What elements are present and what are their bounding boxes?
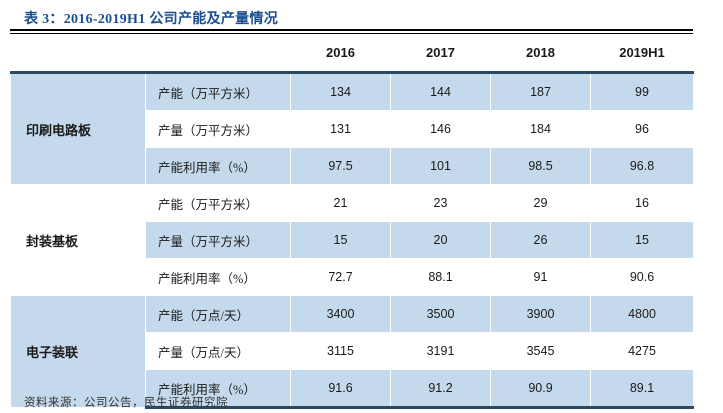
metric-label-cell: 产能（万点/天） bbox=[145, 295, 291, 333]
value-cell: 91.6 bbox=[290, 369, 391, 409]
value-cell: 21 bbox=[290, 184, 391, 222]
value-cell: 20 bbox=[390, 221, 491, 259]
category-cell-assembly: 电子装联 bbox=[10, 295, 146, 408]
value-cell: 16 bbox=[590, 184, 694, 222]
value-cell: 101 bbox=[390, 147, 491, 185]
value-cell: 26 bbox=[490, 221, 591, 259]
header-empty-category bbox=[10, 34, 146, 74]
value-cell: 3191 bbox=[390, 332, 491, 370]
value-cell: 131 bbox=[290, 110, 391, 148]
value-cell: 15 bbox=[290, 221, 391, 259]
table-row: 产量（万平方米） 131 146 184 96 bbox=[11, 110, 694, 148]
table-title: 表 3：2016-2019H1 公司产能及产量情况 bbox=[24, 12, 279, 27]
value-cell: 23 bbox=[390, 184, 491, 222]
value-cell: 144 bbox=[390, 72, 491, 111]
table-row: 产能利用率（%） 97.5 101 98.5 96.8 bbox=[11, 147, 694, 185]
col-header-2019h1: 2019H1 bbox=[590, 34, 694, 74]
col-header-2017: 2017 bbox=[390, 34, 491, 74]
value-cell: 72.7 bbox=[290, 258, 391, 296]
metric-label-cell: 产能利用率（%） bbox=[145, 147, 291, 185]
metric-label-cell: 产量（万平方米） bbox=[145, 110, 291, 148]
col-header-2016: 2016 bbox=[290, 34, 391, 74]
value-cell: 99 bbox=[590, 72, 694, 111]
value-cell: 3115 bbox=[290, 332, 391, 370]
header-empty-metric bbox=[145, 34, 291, 74]
metric-label-cell: 产能（万平方米） bbox=[145, 184, 291, 222]
title-underline-rule bbox=[10, 29, 693, 34]
table-row: 产量（万平方米） 15 20 26 15 bbox=[11, 221, 694, 259]
value-cell: 3500 bbox=[390, 295, 491, 333]
capacity-output-table: 2016 2017 2018 2019H1 印刷电路板 产能（万平方米） 134… bbox=[10, 34, 694, 409]
table-row: 封装基板 产能（万平方米） 21 23 29 16 bbox=[10, 184, 694, 296]
value-cell: 29 bbox=[490, 184, 591, 222]
value-cell: 90.6 bbox=[590, 258, 694, 296]
table-row: 印刷电路板 产能（万平方米） 134 144 187 99 bbox=[10, 72, 694, 185]
value-cell: 3400 bbox=[290, 295, 391, 333]
value-cell: 91.2 bbox=[390, 369, 491, 409]
value-cell: 4275 bbox=[590, 332, 694, 370]
value-cell: 3900 bbox=[490, 295, 591, 333]
source-note: 资料来源：公司公告，民生证券研究院 bbox=[24, 397, 228, 409]
value-cell: 146 bbox=[390, 110, 491, 148]
value-cell: 98.5 bbox=[490, 147, 591, 185]
value-cell: 90.9 bbox=[490, 369, 591, 409]
category-cell-pcb: 印刷电路板 bbox=[10, 72, 146, 185]
value-cell: 134 bbox=[290, 72, 391, 111]
value-cell: 91 bbox=[490, 258, 591, 296]
metric-label-cell: 产能（万平方米） bbox=[145, 72, 291, 111]
metric-label-cell: 产量（万点/天） bbox=[145, 332, 291, 370]
metric-label-cell: 产量（万平方米） bbox=[145, 221, 291, 259]
value-cell: 97.5 bbox=[290, 147, 391, 185]
value-cell: 15 bbox=[590, 221, 694, 259]
value-cell: 96.8 bbox=[590, 147, 694, 185]
table-row: 产能利用率（%） 91.6 91.2 90.9 89.1 bbox=[11, 369, 694, 409]
value-cell: 3545 bbox=[490, 332, 591, 370]
col-header-2018: 2018 bbox=[490, 34, 591, 74]
value-cell: 4800 bbox=[590, 295, 694, 333]
value-cell: 89.1 bbox=[590, 369, 694, 409]
header-row: 2016 2017 2018 2019H1 bbox=[10, 34, 694, 74]
value-cell: 96 bbox=[590, 110, 694, 148]
table-row: 电子装联 产能（万点/天） 3400 3500 3900 4800 bbox=[10, 295, 694, 408]
metric-label-cell: 产能利用率（%） bbox=[145, 258, 291, 296]
category-cell-substrate: 封装基板 bbox=[10, 184, 146, 296]
value-cell: 88.1 bbox=[390, 258, 491, 296]
value-cell: 187 bbox=[490, 72, 591, 111]
value-cell: 184 bbox=[490, 110, 591, 148]
metric-label-cell: 产能利用率（%） bbox=[145, 369, 291, 409]
